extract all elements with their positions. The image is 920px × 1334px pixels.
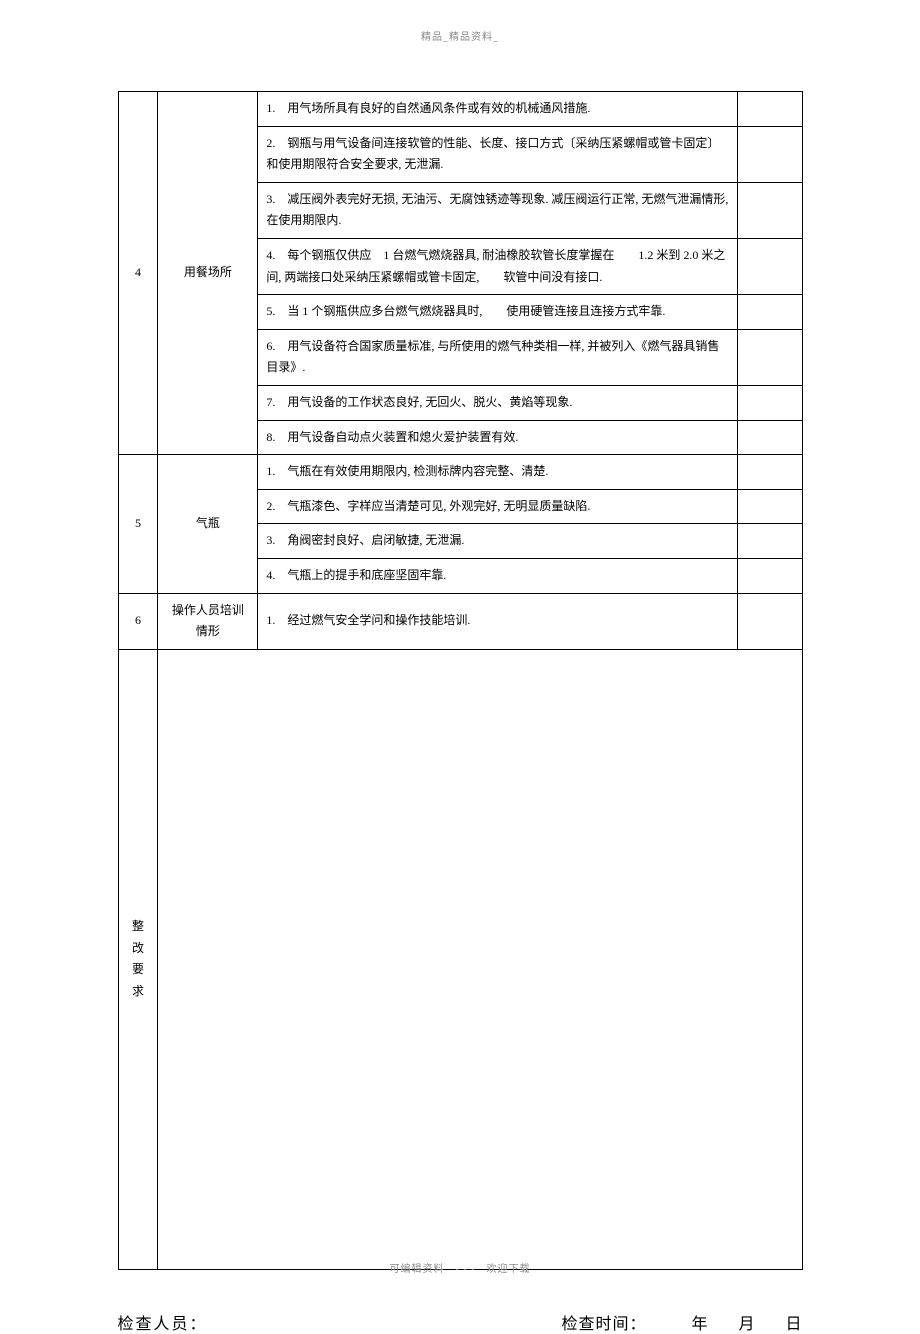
- check-cell: [737, 524, 802, 559]
- page-header-watermark: 精品_精品资料_: [0, 0, 920, 43]
- page-footer-watermark: 可编辑资料 - - - 欢迎下载: [0, 1260, 920, 1275]
- inspection-table: 4用餐场所1. 用气场所具有良好的自然通风条件或有效的机械通风措施.2. 钢瓶与…: [118, 91, 803, 1270]
- item-description: 1. 经过燃气安全学问和操作技能培训.: [258, 593, 737, 649]
- check-cell: [737, 238, 802, 294]
- check-cell: [737, 455, 802, 490]
- item-description: 2. 钢瓶与用气设备间连接软管的性能、长度、接口方式〔采纳压紧螺帽或管卡固定〕和…: [258, 126, 737, 182]
- item-description: 2. 气瓶漆色、字样应当清楚可见, 外观完好, 无明显质量缺陷.: [258, 489, 737, 524]
- check-cell: [737, 593, 802, 649]
- check-cell: [737, 295, 802, 330]
- day-label: 日: [785, 1316, 802, 1333]
- table-row: 6操作人员培训情形1. 经过燃气安全学问和操作技能培训.: [118, 593, 802, 649]
- item-description: 7. 用气设备的工作状态良好, 无回火、脱火、黄焰等现象.: [258, 385, 737, 420]
- category-cell: 气瓶: [158, 455, 258, 593]
- time-label: 检查时间：: [561, 1316, 646, 1333]
- check-cell: [737, 558, 802, 593]
- table-row: 4用餐场所1. 用气场所具有良好的自然通风条件或有效的机械通风措施.: [118, 92, 802, 127]
- category-cell: 用餐场所: [158, 92, 258, 455]
- signature-line: 检查人员： 检查时间： 年 月 日: [118, 1310, 803, 1334]
- row-number: 4: [118, 92, 158, 455]
- reform-row: 整改要求: [118, 649, 802, 1269]
- check-cell: [737, 126, 802, 182]
- check-cell: [737, 92, 802, 127]
- inspection-time: 检查时间： 年 月 日: [561, 1310, 802, 1334]
- item-description: 1. 用气场所具有良好的自然通风条件或有效的机械通风措施.: [258, 92, 737, 127]
- item-description: 1. 气瓶在有效使用期限内, 检测标牌内容完整、清楚.: [258, 455, 737, 490]
- year-label: 年: [691, 1316, 708, 1333]
- check-cell: [737, 489, 802, 524]
- check-cell: [737, 420, 802, 455]
- item-description: 4. 气瓶上的提手和底座坚固牢靠.: [258, 558, 737, 593]
- month-label: 月: [738, 1316, 755, 1333]
- check-cell: [737, 182, 802, 238]
- reform-content: [158, 649, 802, 1269]
- check-cell: [737, 385, 802, 420]
- row-number: 5: [118, 455, 158, 593]
- item-description: 4. 每个钢瓶仅供应 1 台燃气燃烧器具, 耐油橡胶软管长度掌握在 1.2 米到…: [258, 238, 737, 294]
- item-description: 8. 用气设备自动点火装置和熄火爱护装置有效.: [258, 420, 737, 455]
- category-cell: 操作人员培训情形: [158, 593, 258, 649]
- reform-label: 整改要求: [118, 649, 158, 1269]
- row-number: 6: [118, 593, 158, 649]
- item-description: 6. 用气设备符合国家质量标准, 与所使用的燃气种类相一样, 并被列入《燃气器具…: [258, 329, 737, 385]
- inspector-label: 检查人员：: [118, 1310, 208, 1334]
- table-row: 5气瓶1. 气瓶在有效使用期限内, 检测标牌内容完整、清楚.: [118, 455, 802, 490]
- item-description: 3. 减压阀外表完好无损, 无油污、无腐蚀锈迹等现象. 减压阀运行正常, 无燃气…: [258, 182, 737, 238]
- item-description: 3. 角阀密封良好、启闭敏捷, 无泄漏.: [258, 524, 737, 559]
- check-cell: [737, 329, 802, 385]
- item-description: 5. 当 1 个钢瓶供应多台燃气燃烧器具时, 使用硬管连接且连接方式牢靠.: [258, 295, 737, 330]
